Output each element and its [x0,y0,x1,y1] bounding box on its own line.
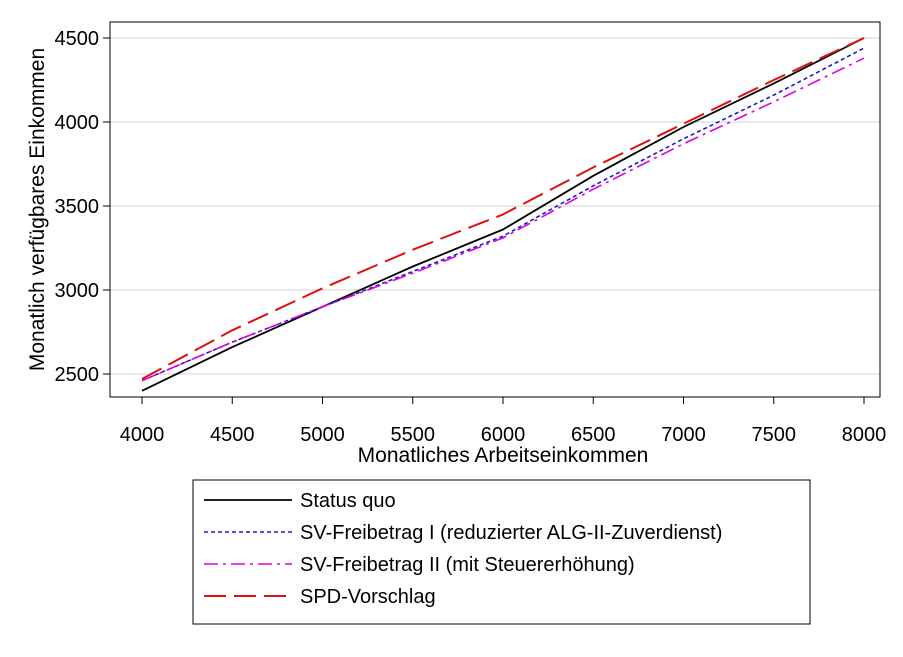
x-tick-label: 5500 [391,424,436,446]
y-tick-label: 2500 [55,364,100,386]
y-axis-label: Monatlich verfügbares Einkommen [26,48,49,371]
legend: Status quo SV-Freibetrag I (reduzierter A… [192,479,811,625]
axes: 2500 3000 3500 4000 4500 4000 4500 5000 5500 6000… [55,28,887,446]
x-tick-label: 4500 [210,424,255,446]
x-tick-label: 4000 [120,424,165,446]
y-tick-label: 3000 [55,280,100,302]
legend-label: SV-Freibetrag II (mit Steuererhöhung) [300,554,635,576]
series-line-3 [141,57,865,382]
x-tick-label: 6000 [481,424,526,446]
y-tick-label: 3500 [55,196,100,218]
legend-label: Status quo [300,490,396,512]
x-tick-label: 7500 [752,424,797,446]
legend-label: SV-Freibetrag I (reduzierter ALG-II-Zuve… [300,522,722,544]
x-tick-label: 8000 [842,424,887,446]
series-line-2 [141,47,865,382]
x-tick-label: 6500 [571,424,616,446]
series-lines [141,37,865,392]
x-tick-label: 5000 [300,424,345,446]
x-axis-label: Monatliches Arbeitseinkommen [358,444,649,467]
legend-box [192,479,811,625]
y-tick-label: 4000 [55,112,100,134]
series-line-4 [141,37,865,380]
x-tick-label: 7000 [661,424,706,446]
legend-label: SPD-Vorschlag [300,586,436,608]
gridlines [110,37,880,375]
plot-frame [109,21,881,398]
y-tick-label: 4500 [55,28,100,50]
series-line-1 [141,37,865,392]
